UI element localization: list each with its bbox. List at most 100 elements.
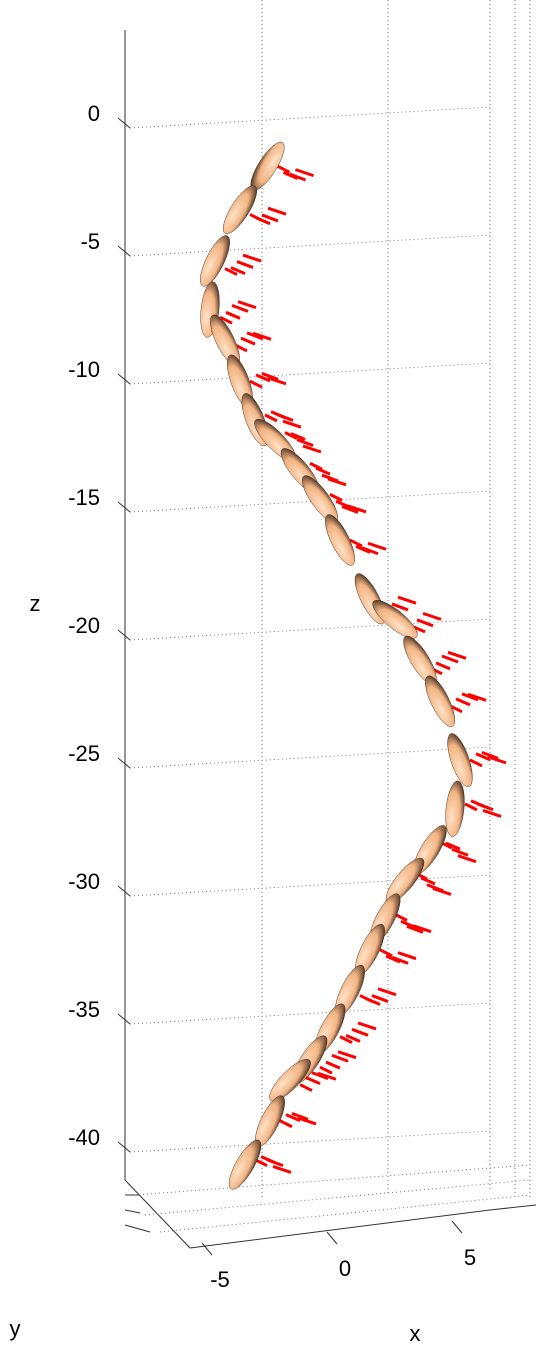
vector bbox=[464, 802, 478, 812]
x-axis-label: x bbox=[410, 1321, 421, 1346]
z-tick-label: -40 bbox=[68, 1125, 100, 1150]
vector bbox=[335, 499, 351, 509]
z-tick bbox=[117, 501, 131, 513]
vector bbox=[231, 303, 249, 313]
vector bbox=[371, 994, 389, 1003]
grid-line bbox=[129, 362, 491, 385]
vector bbox=[339, 1035, 353, 1044]
z-tick-label: -35 bbox=[68, 997, 100, 1022]
vector bbox=[317, 1071, 337, 1081]
x-tick-label: -5 bbox=[210, 1267, 230, 1292]
vector bbox=[291, 1111, 309, 1121]
vector bbox=[476, 802, 494, 812]
vector bbox=[276, 413, 294, 422]
vector bbox=[288, 172, 307, 182]
vector bbox=[299, 1083, 313, 1092]
vector bbox=[341, 505, 359, 514]
vector bbox=[487, 755, 507, 765]
vector bbox=[264, 413, 278, 423]
z-tick bbox=[117, 629, 131, 641]
vector bbox=[295, 168, 314, 178]
z-tick bbox=[117, 117, 131, 129]
vector bbox=[445, 841, 461, 851]
ellipsoid bbox=[445, 780, 465, 837]
vector bbox=[282, 419, 302, 429]
ellipsoid bbox=[223, 185, 257, 235]
vector bbox=[351, 1027, 369, 1037]
ellipsoid bbox=[425, 675, 455, 727]
vector bbox=[467, 692, 487, 702]
vector bbox=[219, 315, 233, 325]
vector bbox=[349, 538, 363, 548]
ellipsoid bbox=[269, 1058, 311, 1102]
vector bbox=[361, 546, 379, 556]
z-tick-label: -15 bbox=[68, 485, 100, 510]
vector bbox=[457, 854, 477, 864]
vector bbox=[315, 466, 331, 476]
grid-line bbox=[129, 1002, 491, 1025]
vector bbox=[225, 310, 241, 320]
vector bbox=[297, 1116, 317, 1126]
grid-line bbox=[129, 234, 491, 257]
vector bbox=[447, 650, 467, 660]
vector bbox=[266, 1158, 284, 1168]
vector bbox=[347, 504, 367, 514]
vector bbox=[345, 1034, 361, 1043]
grid-line bbox=[129, 490, 491, 513]
vector bbox=[391, 602, 409, 612]
vector bbox=[451, 847, 469, 857]
vector bbox=[400, 919, 416, 929]
vector bbox=[325, 1060, 341, 1070]
vector bbox=[284, 431, 298, 440]
vector bbox=[329, 493, 343, 502]
vector bbox=[255, 373, 271, 383]
vector bbox=[482, 809, 502, 818]
z-tick bbox=[117, 245, 131, 257]
vector bbox=[272, 1165, 292, 1174]
vector bbox=[267, 206, 287, 216]
vector bbox=[285, 1113, 301, 1122]
ellipsoid bbox=[228, 1139, 262, 1190]
vector bbox=[240, 336, 256, 346]
z-tick-label: -30 bbox=[68, 869, 100, 894]
vector bbox=[331, 1053, 349, 1063]
box bbox=[124, 0, 536, 1249]
vector bbox=[290, 432, 306, 441]
z-tick-label: -10 bbox=[68, 357, 100, 382]
ellipsoid bbox=[325, 514, 355, 566]
vector bbox=[422, 611, 442, 621]
z-tick bbox=[117, 757, 131, 769]
x-tick-label: 0 bbox=[339, 1256, 351, 1281]
vector bbox=[357, 1021, 377, 1031]
vector bbox=[296, 438, 314, 447]
vector bbox=[412, 924, 432, 934]
vector bbox=[365, 997, 381, 1006]
x-tick bbox=[201, 1242, 213, 1256]
grid-line bbox=[129, 618, 491, 641]
vector bbox=[441, 654, 459, 664]
vector bbox=[337, 1050, 357, 1060]
vector bbox=[379, 948, 393, 958]
vector bbox=[416, 618, 434, 628]
vector bbox=[305, 1076, 321, 1086]
vector bbox=[246, 331, 264, 341]
x-tick bbox=[451, 1220, 463, 1234]
z-tick bbox=[117, 1141, 131, 1153]
vector bbox=[391, 955, 409, 965]
vector bbox=[236, 260, 254, 269]
vector bbox=[302, 444, 322, 454]
vector bbox=[432, 886, 452, 896]
vector bbox=[224, 267, 238, 276]
z-axis-label: z bbox=[30, 591, 41, 616]
grid-line bbox=[129, 746, 491, 769]
z-tick bbox=[117, 1013, 131, 1025]
vector bbox=[261, 372, 279, 381]
z-tick bbox=[117, 373, 131, 385]
z-tick-label: -20 bbox=[68, 613, 100, 638]
vector bbox=[377, 987, 397, 997]
vector bbox=[469, 758, 483, 768]
x-tick bbox=[326, 1231, 338, 1245]
vector bbox=[367, 541, 387, 551]
grid-line bbox=[129, 106, 491, 129]
